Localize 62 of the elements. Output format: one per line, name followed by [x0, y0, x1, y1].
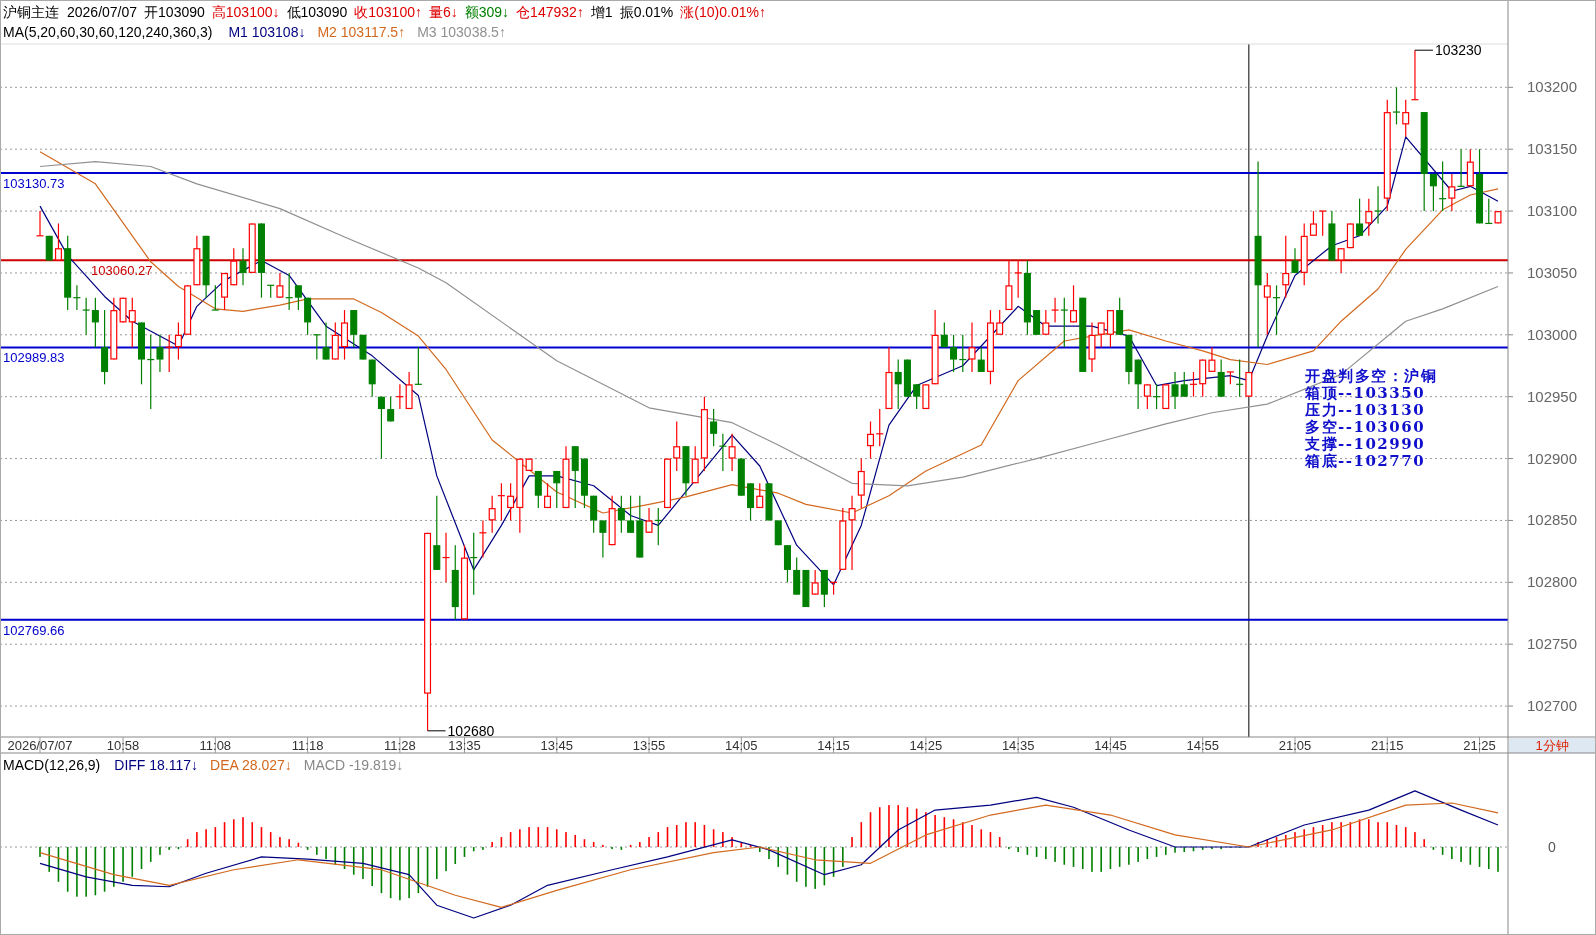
x-tick-label: 14:45	[1094, 738, 1127, 753]
x-tick-label: 14:55	[1186, 738, 1219, 753]
x-tick-label: 21:05	[1278, 738, 1312, 753]
text: 增1	[589, 4, 613, 20]
x-tick-label: 11:08	[199, 738, 232, 753]
annotation: 开盘判多空：沪铜	[1304, 367, 1437, 385]
annotation: 支撑--102990	[1304, 435, 1426, 453]
text: DEA 28.027↓	[210, 757, 292, 773]
text: M1 103108↓	[228, 24, 306, 40]
annotation: 箱顶--103350	[1304, 384, 1426, 402]
ref-line-label: 102769.66	[3, 622, 65, 638]
text: 1分钟	[1535, 738, 1569, 753]
ref-line-label: 103060.27	[91, 263, 153, 279]
y-tick-label: 103200	[1526, 78, 1578, 96]
x-tick-label: 11:28	[384, 738, 416, 753]
legend-title: MACD(12,26,9)	[3, 757, 101, 773]
text: M2 103117.5↑	[317, 24, 406, 40]
annotation: 103230	[1434, 42, 1482, 59]
x-tick-label: 13:55	[632, 738, 666, 753]
annotation: 102680	[447, 722, 495, 739]
y-tick-label: 102800	[1526, 573, 1578, 591]
text: 0	[1548, 839, 1557, 855]
y-tick-label: 102850	[1526, 511, 1578, 529]
y-tick-label: 102950	[1526, 387, 1578, 405]
text: MACD -19.819↓	[303, 757, 404, 773]
x-tick-label: 13:45	[540, 738, 574, 753]
ref-line-label: 103130.73	[3, 176, 65, 192]
x-tick-label: 14:25	[909, 738, 943, 753]
ref-line-label: 102989.83	[3, 350, 65, 366]
y-tick-label: 103100	[1526, 202, 1578, 220]
annotation: 压力--103130	[1304, 401, 1426, 419]
y-tick-label: 103050	[1526, 263, 1578, 281]
chart-title: 沪铜主连	[3, 4, 59, 20]
x-tick-label: 10:58	[106, 738, 140, 753]
annotation: 箱底--102770	[1304, 452, 1426, 470]
text: 涨(10)0.01%↑	[680, 4, 766, 20]
x-tick-label: 2026/07/07	[7, 738, 73, 753]
legend-title: MA(5,20,60,30,60,120,240,360,3)	[3, 24, 213, 40]
text: 高103100↓	[211, 4, 280, 20]
text: M3 103038.5↑	[417, 24, 506, 40]
x-tick-label: 21:15	[1370, 738, 1404, 753]
text: 振0.01%	[619, 4, 674, 20]
text: 额309↓	[464, 4, 510, 20]
y-tick-label: 103000	[1526, 325, 1578, 343]
y-tick-label: 102900	[1526, 449, 1578, 467]
x-tick-label: 14:15	[817, 738, 850, 753]
x-tick-label: 13:35	[448, 738, 481, 753]
text: 2026/07/07	[67, 4, 138, 20]
x-tick-label: 21:25	[1463, 738, 1496, 753]
y-tick-label: 103150	[1526, 140, 1578, 158]
text: DIFF 18.117↓	[114, 757, 199, 773]
text: 量6↓	[428, 4, 458, 20]
x-tick-label: 14:05	[725, 738, 758, 753]
text: 开103090	[144, 4, 206, 20]
text: 仓147932↑	[516, 4, 584, 20]
text: 收103100↑	[354, 4, 422, 20]
text: 低103090	[286, 4, 348, 20]
x-tick-label: 14:35	[1001, 738, 1035, 753]
x-tick-label: 11:18	[291, 738, 324, 753]
y-tick-label: 102750	[1526, 635, 1578, 653]
y-tick-label: 102700	[1526, 697, 1578, 715]
annotation: 多空--103060	[1305, 418, 1426, 436]
